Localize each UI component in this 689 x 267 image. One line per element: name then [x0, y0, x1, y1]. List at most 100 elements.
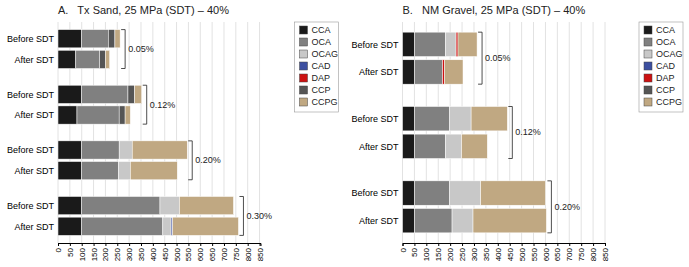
y-tick-label: After SDT: [359, 142, 399, 152]
x-tick-label: 350: [137, 247, 146, 261]
x-tick-mark: [498, 243, 499, 246]
bar-segment: [443, 60, 445, 84]
x-tick-label: 550: [530, 247, 539, 261]
x-tick-label: 500: [518, 247, 527, 261]
bar-segment: [414, 107, 449, 131]
legend-label: CAD: [312, 61, 332, 71]
x-tick: 50: [66, 243, 75, 257]
annotations: 0.05%0.12%0.20%0.30%: [121, 30, 272, 236]
series-2: [445, 32, 480, 233]
bracket: [508, 107, 512, 159]
y-tick: Before SDT: [7, 90, 55, 100]
legend-swatch: [300, 50, 308, 58]
x-tick: 850: [601, 243, 610, 261]
legend-item: CCA: [644, 25, 675, 35]
legend-label: CCPG: [312, 97, 338, 107]
x-tick-mark: [605, 243, 606, 246]
x-tick: 300: [470, 243, 479, 261]
grid-line: [581, 22, 582, 243]
legend-label: DAP: [312, 73, 331, 83]
x-tick-mark: [117, 243, 118, 246]
bar-segment: [473, 208, 546, 232]
grid: [403, 22, 606, 243]
annotation: 0.20%: [195, 155, 221, 165]
x-tick: 100: [78, 243, 87, 261]
x-tick-mark: [403, 243, 404, 246]
bar-segment: [135, 85, 142, 103]
x-tick: 350: [137, 243, 146, 261]
legend-label: CCPG: [656, 97, 682, 107]
bar-segment: [403, 107, 415, 131]
legend-swatch: [300, 38, 308, 46]
x-tick: 550: [184, 243, 193, 261]
legend-item: DAP: [644, 73, 675, 83]
annotation: 0.05%: [485, 53, 511, 63]
x-tick: 0: [399, 243, 408, 252]
bracket: [239, 196, 243, 235]
x-tick-mark: [474, 243, 475, 246]
x-tick-mark: [557, 243, 558, 246]
y-tick-label: After SDT: [14, 55, 54, 65]
series-6: [444, 32, 546, 233]
bracket: [547, 181, 551, 233]
y-tick-label: Before SDT: [351, 40, 399, 50]
bar-segment: [58, 106, 77, 124]
legend-frame: [639, 22, 683, 112]
x-axis-line: [59, 244, 262, 247]
x-axis: 0501001502002503003504004505005506006507…: [399, 243, 611, 261]
y-tick: After SDT: [359, 142, 399, 152]
y-tick: Before SDT: [7, 34, 55, 44]
bars: [58, 30, 238, 236]
x-tick-mark: [462, 243, 463, 246]
x-tick: 800: [244, 243, 253, 261]
x-tick: 50: [410, 243, 419, 257]
annotation: 0.05%: [128, 44, 154, 54]
x-tick-mark: [141, 243, 142, 246]
x-tick-mark: [188, 243, 189, 246]
x-tick-mark: [153, 243, 154, 246]
x-tick-label: 550: [184, 247, 193, 261]
legend-item: DAP: [300, 73, 331, 83]
x-tick: 500: [518, 243, 527, 261]
x-tick-label: 0: [54, 247, 63, 252]
y-tick-label: Before SDT: [351, 188, 399, 198]
bar-segment: [118, 162, 130, 180]
x-tick-mark: [224, 243, 225, 246]
y-tick: After SDT: [14, 110, 54, 120]
bracket: [478, 32, 482, 84]
bar-segment: [82, 85, 128, 103]
x-tick-mark: [593, 243, 594, 246]
bar-segment: [128, 85, 135, 103]
x-tick: 400: [494, 243, 503, 261]
x-tick: 100: [422, 243, 431, 261]
x-tick-label: 50: [66, 247, 75, 256]
legend: CCAOCAOCAGCADDAPCCPCCPG: [295, 22, 339, 112]
x-tick-label: 350: [482, 247, 491, 261]
x-tick-mark: [165, 243, 166, 246]
legend-label: CCP: [312, 85, 331, 95]
bar-segment: [132, 141, 187, 159]
y-tick: Before SDT: [351, 114, 399, 124]
legend-item: CCPG: [300, 97, 338, 107]
x-tick: 800: [589, 243, 598, 261]
legend-swatch: [300, 98, 308, 106]
x-tick-mark: [522, 243, 523, 246]
bar-segment: [444, 60, 463, 84]
x-tick-label: 700: [565, 247, 574, 261]
legend-swatch: [644, 38, 652, 46]
legend-item: OCA: [644, 37, 676, 47]
legend-label: OCA: [656, 37, 676, 47]
bracket: [121, 30, 125, 69]
y-tick-label: Before SDT: [7, 90, 55, 100]
legend-label: CCA: [312, 25, 331, 35]
bar-segment: [58, 196, 82, 214]
bar-segment: [163, 217, 171, 235]
x-tick: 850: [256, 243, 265, 261]
x-tick-label: 750: [232, 247, 241, 261]
grid-line: [593, 22, 594, 243]
legend-swatch: [644, 74, 652, 82]
x-tick-mark: [248, 243, 249, 246]
x-tick-label: 250: [113, 247, 122, 261]
y-axis: Before SDTAfter SDTBefore SDTAfter SDTBe…: [7, 34, 55, 232]
annotation: 0.12%: [515, 127, 541, 137]
